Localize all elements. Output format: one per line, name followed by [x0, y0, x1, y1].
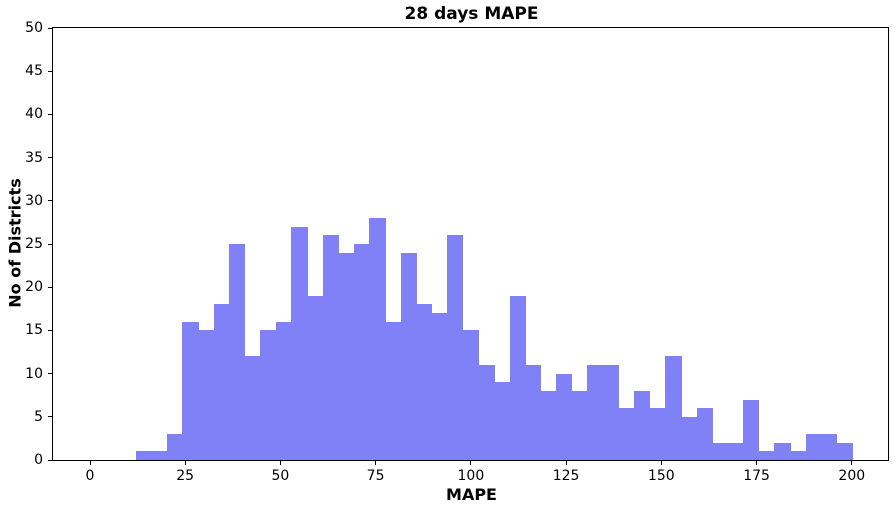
- x-tick-label: 100: [457, 468, 485, 484]
- y-tick-mark: [48, 70, 52, 72]
- histogram-bar: [322, 235, 339, 460]
- histogram-bar: [197, 330, 215, 460]
- histogram-bar: [260, 330, 277, 460]
- y-tick-label: 0: [34, 452, 43, 468]
- x-tick-label: 50: [271, 468, 290, 484]
- histogram-bar: [603, 364, 620, 460]
- histogram-bar: [384, 321, 402, 460]
- histogram-bar: [540, 390, 557, 460]
- x-tick-label: 150: [647, 468, 675, 484]
- histogram-bar: [462, 330, 479, 460]
- x-tick-mark: [279, 461, 281, 465]
- histogram-bar: [431, 313, 448, 460]
- histogram-bar: [338, 252, 355, 460]
- histogram-bar: [182, 321, 199, 460]
- y-tick-label: 45: [25, 63, 43, 80]
- x-tick-label: 75: [366, 468, 385, 484]
- histogram-bar: [680, 416, 698, 460]
- y-tick-mark: [48, 200, 52, 202]
- x-tick-mark: [89, 461, 91, 465]
- histogram-bar: [774, 442, 791, 460]
- histogram-bar: [649, 408, 666, 460]
- histogram-bar: [727, 442, 744, 460]
- histogram-bar: [634, 390, 651, 460]
- x-tick-label: 175: [743, 468, 770, 484]
- x-tick-label: 125: [552, 468, 580, 484]
- y-tick-label: 40: [25, 106, 43, 123]
- y-tick-label: 10: [25, 365, 43, 382]
- histogram-bar: [805, 434, 822, 460]
- y-tick-label: 35: [25, 149, 43, 166]
- x-axis-label: MAPE: [446, 485, 497, 504]
- histogram-bar: [244, 356, 261, 460]
- x-tick-label: 200: [838, 468, 866, 484]
- y-tick-label: 25: [25, 236, 43, 252]
- y-tick-label: 5: [34, 408, 43, 425]
- x-tick-mark: [756, 461, 758, 465]
- y-tick-mark: [48, 329, 52, 331]
- histogram-bar: [696, 408, 713, 460]
- histogram-bar: [416, 304, 433, 460]
- y-tick-mark: [48, 459, 52, 461]
- histogram-bar: [494, 382, 511, 460]
- y-tick-mark: [48, 113, 52, 115]
- histogram-bar: [400, 252, 417, 460]
- plot-area: [52, 27, 889, 461]
- bars-layer: [53, 28, 888, 460]
- histogram-bar: [571, 390, 589, 460]
- x-tick-mark: [565, 461, 567, 465]
- histogram-bar: [151, 451, 168, 460]
- histogram-bar: [712, 442, 729, 460]
- y-tick-label: 50: [25, 20, 43, 36]
- x-tick-mark: [184, 461, 186, 465]
- histogram-bar: [556, 373, 573, 460]
- histogram-bar: [369, 218, 386, 460]
- y-tick-label: 20: [25, 279, 43, 296]
- histogram-bar: [307, 295, 324, 460]
- histogram-bar: [509, 295, 526, 460]
- x-tick-mark: [851, 461, 853, 465]
- histogram-bar: [821, 434, 838, 460]
- chart-title: 28 days MAPE: [404, 4, 539, 24]
- histogram-bar: [525, 364, 542, 460]
- histogram-bar: [743, 399, 760, 460]
- histogram-bar: [291, 226, 308, 460]
- histogram-bar: [758, 451, 776, 460]
- y-tick-mark: [48, 243, 52, 245]
- histogram-bar: [213, 304, 230, 460]
- x-tick-label: 0: [85, 468, 95, 484]
- histogram-bar: [353, 244, 370, 460]
- histogram-bar: [836, 442, 853, 460]
- histogram-bar: [135, 451, 152, 460]
- y-tick-mark: [48, 373, 52, 375]
- histogram-bar: [166, 434, 183, 460]
- y-tick-mark: [48, 416, 52, 418]
- histogram-bar: [447, 235, 464, 460]
- histogram-bar: [478, 364, 495, 460]
- y-tick-mark: [48, 157, 52, 159]
- histogram-bar: [665, 356, 682, 460]
- x-tick-mark: [660, 461, 662, 465]
- x-tick-label: 25: [176, 468, 195, 484]
- y-tick-mark: [48, 27, 52, 29]
- y-tick-label: 30: [25, 192, 43, 209]
- x-tick-mark: [375, 461, 377, 465]
- y-tick-label: 15: [25, 322, 43, 339]
- histogram-bar: [790, 451, 807, 460]
- histogram-bar: [229, 244, 246, 460]
- y-tick-mark: [48, 286, 52, 288]
- histogram-bar: [275, 321, 293, 460]
- histogram-bar: [587, 364, 604, 460]
- x-tick-mark: [470, 461, 472, 465]
- histogram-bar: [618, 408, 635, 460]
